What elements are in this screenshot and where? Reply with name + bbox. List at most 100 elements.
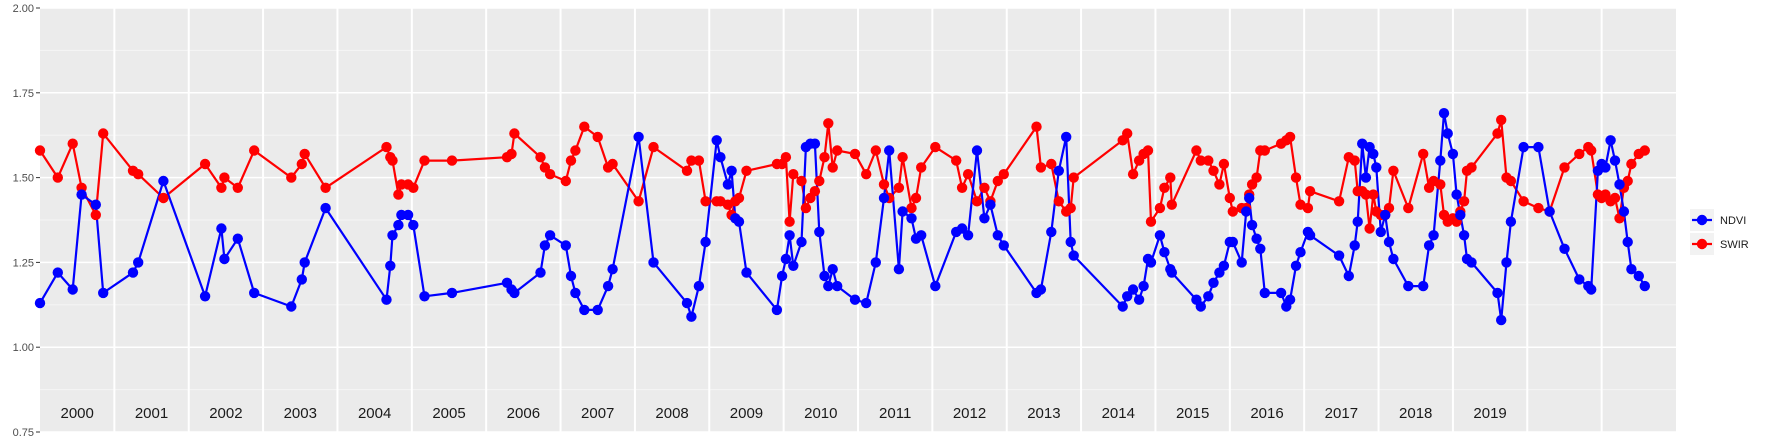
data-point-swir	[1492, 128, 1503, 139]
data-point-ndvi	[956, 223, 968, 234]
data-point-swir	[998, 169, 1009, 180]
data-point-ndvi	[681, 297, 693, 309]
data-point-ndvi	[1218, 260, 1230, 271]
data-point-ndvi	[579, 304, 590, 316]
data-point-ndvi	[1492, 287, 1503, 299]
data-point-swir	[809, 186, 821, 197]
data-point-swir	[693, 155, 705, 166]
data-point-ndvi	[893, 264, 905, 275]
data-point-swir	[1065, 202, 1076, 214]
data-point-ndvi	[788, 260, 799, 271]
data-point-ndvi	[570, 287, 581, 299]
data-point-ndvi	[884, 145, 895, 156]
data-point-ndvi	[733, 216, 745, 227]
data-point-swir	[780, 152, 792, 163]
data-point-swir	[387, 155, 398, 166]
data-point-ndvi	[1496, 314, 1507, 326]
data-point-ndvi	[1127, 284, 1139, 295]
data-point-swir	[992, 175, 1003, 187]
data-point-swir	[893, 182, 905, 193]
data-point-swir	[1127, 169, 1139, 180]
data-point-swir	[506, 148, 517, 160]
data-point-swir	[971, 196, 983, 207]
data-point-ndvi	[607, 264, 618, 275]
y-tick-label: 1.75	[13, 88, 34, 100]
data-point-ndvi	[381, 294, 392, 305]
data-point-ndvi	[592, 304, 603, 316]
data-point-swir	[916, 162, 927, 173]
data-point-swir	[1518, 196, 1529, 207]
data-point-swir	[1154, 202, 1166, 214]
data-point-ndvi	[232, 233, 243, 244]
data-point-swir	[216, 182, 227, 193]
data-point-ndvi	[419, 291, 430, 302]
data-point-swir	[446, 155, 458, 166]
data-point-ndvi	[979, 213, 990, 224]
year-label: 2015	[1176, 405, 1209, 422]
data-point-swir	[1435, 179, 1446, 190]
data-point-ndvi	[1122, 291, 1133, 302]
data-point-ndvi	[971, 145, 983, 156]
data-point-ndvi	[199, 291, 211, 302]
data-point-swir	[700, 196, 711, 207]
data-point-swir	[1639, 145, 1651, 156]
data-point-swir	[199, 158, 211, 170]
data-point-ndvi	[98, 287, 109, 299]
data-point-swir	[1360, 189, 1372, 200]
data-point-swir	[788, 169, 799, 180]
data-point-swir	[34, 145, 46, 156]
data-point-ndvi	[219, 253, 230, 265]
data-point-ndvi	[1295, 247, 1306, 258]
data-point-swir	[1333, 196, 1345, 207]
data-point-swir	[906, 202, 917, 214]
data-point-ndvi	[985, 199, 996, 210]
data-point-ndvi	[715, 152, 726, 163]
data-point-ndvi	[1053, 165, 1065, 176]
data-point-swir	[98, 128, 109, 139]
data-point-swir	[219, 172, 230, 183]
data-point-ndvi	[402, 209, 414, 221]
data-point-ndvi	[1626, 264, 1637, 275]
data-point-ndvi	[1388, 253, 1399, 265]
data-point-swir	[320, 182, 331, 193]
year-label: 2010	[804, 405, 837, 422]
data-point-ndvi	[930, 280, 941, 292]
data-point-swir	[299, 148, 310, 160]
year-label: 2013	[1027, 405, 1060, 422]
data-point-swir	[1053, 196, 1065, 207]
data-point-swir	[962, 169, 974, 180]
data-point-swir	[1533, 202, 1544, 214]
data-point-ndvi	[1605, 135, 1616, 146]
data-point-ndvi	[1159, 247, 1170, 258]
data-point-ndvi	[216, 223, 227, 234]
data-point-ndvi	[1544, 206, 1555, 217]
year-label: 2006	[507, 405, 540, 422]
data-point-ndvi	[686, 311, 697, 322]
data-point-ndvi	[535, 267, 546, 278]
data-point-ndvi	[1138, 280, 1149, 292]
data-point-swir	[1191, 145, 1202, 156]
data-point-ndvi	[296, 274, 307, 285]
data-point-ndvi	[249, 287, 260, 299]
series-points	[34, 108, 1651, 326]
data-point-ndvi	[897, 206, 908, 217]
year-label: 2014	[1102, 405, 1135, 422]
data-point-swir	[1418, 148, 1429, 160]
data-point-ndvi	[320, 202, 331, 214]
data-point-swir	[870, 145, 881, 156]
data-point-ndvi	[693, 280, 705, 292]
data-point-ndvi	[1035, 284, 1047, 295]
data-point-ndvi	[870, 257, 881, 268]
legend-key-point	[1696, 214, 1708, 226]
data-point-swir	[681, 165, 693, 176]
year-label: 2017	[1325, 405, 1358, 422]
data-point-swir	[897, 152, 908, 163]
data-point-ndvi	[1333, 250, 1345, 261]
data-point-swir	[52, 172, 63, 183]
data-point-swir	[1364, 223, 1375, 234]
data-point-ndvi	[1236, 257, 1247, 268]
data-point-swir	[741, 165, 752, 176]
data-point-swir	[1166, 199, 1178, 210]
data-point-swir	[1284, 131, 1296, 143]
data-point-ndvi	[722, 179, 734, 190]
